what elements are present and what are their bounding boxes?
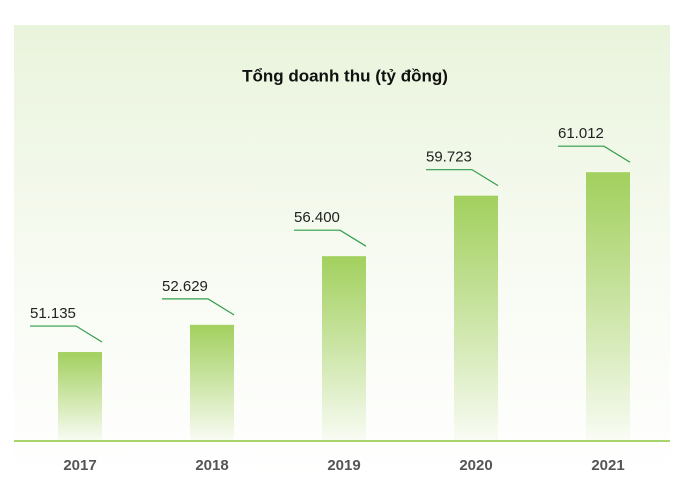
label-leader <box>294 229 367 247</box>
label-leader <box>426 169 499 187</box>
value-label: 61.012 <box>558 125 604 142</box>
chart-title: Tổng doanh thu (tỷ đồng) <box>242 66 448 85</box>
x-tick-label: 2020 <box>459 457 492 474</box>
x-tick-label: 2019 <box>327 457 360 474</box>
value-label: 51.135 <box>30 305 76 322</box>
bar <box>190 324 234 441</box>
x-tick-label: 2018 <box>195 457 228 474</box>
value-label: 59.723 <box>426 149 472 166</box>
bar <box>586 172 630 441</box>
bar <box>322 256 366 441</box>
label-leader <box>30 325 103 343</box>
bar <box>58 352 102 441</box>
value-label: 56.400 <box>294 209 340 226</box>
bar <box>454 195 498 441</box>
x-tick-label: 2021 <box>591 457 624 474</box>
label-leader <box>162 298 235 316</box>
label-leader <box>558 145 631 163</box>
value-label: 52.629 <box>162 278 208 295</box>
x-tick-label: 2017 <box>63 457 96 474</box>
